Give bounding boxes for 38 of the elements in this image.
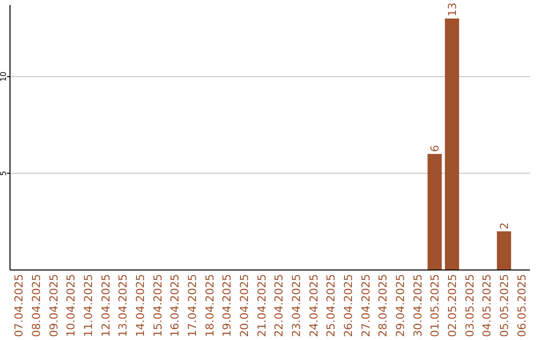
x-tick-label: 24.04.2025 bbox=[307, 274, 320, 337]
x-tick-label: 28.04.2025 bbox=[376, 274, 390, 337]
x-tick-label: 25.04.2025 bbox=[324, 274, 338, 337]
x-tick-label: 12.04.2025 bbox=[99, 274, 112, 337]
x-tick-label: 26.04.2025 bbox=[342, 274, 355, 337]
x-tick-label: 10.04.2025 bbox=[64, 274, 78, 337]
bar bbox=[496, 231, 512, 270]
x-tick-label: 02.05.2025 bbox=[446, 274, 459, 337]
x-tick-label: 07.04.2025 bbox=[12, 274, 26, 337]
bar bbox=[428, 154, 442, 270]
data-label: 2 bbox=[498, 222, 511, 230]
x-tick-label: 16.04.2025 bbox=[168, 274, 182, 337]
data-label: 6 bbox=[428, 144, 442, 152]
x-tick-label: 29.04.2025 bbox=[394, 274, 407, 337]
x-tick-label: 03.05.2025 bbox=[463, 274, 476, 337]
y-tick-label: 10 bbox=[0, 71, 8, 82]
x-tick-label: 30.04.2025 bbox=[411, 274, 424, 337]
x-tick-label: 06.05.2025 bbox=[515, 274, 528, 337]
y-tick-label: 5 bbox=[0, 170, 8, 176]
x-tick-label: 04.05.2025 bbox=[480, 274, 494, 337]
x-tick-label: 01.05.2025 bbox=[428, 274, 442, 337]
x-tick-label: 05.05.2025 bbox=[498, 274, 511, 337]
x-tick-label: 11.04.2025 bbox=[82, 274, 95, 337]
x-tick-label: 22.04.2025 bbox=[272, 274, 286, 337]
x-tick-label: 19.04.2025 bbox=[220, 274, 234, 337]
x-tick-label: 09.04.2025 bbox=[47, 274, 60, 337]
x-tick-label: 13.04.2025 bbox=[116, 274, 130, 337]
x-tick-label: 18.04.2025 bbox=[203, 274, 216, 337]
x-tick-label: 15.04.2025 bbox=[151, 274, 164, 337]
x-tick-label: 27.04.2025 bbox=[359, 274, 372, 337]
bar bbox=[444, 18, 460, 270]
x-tick-label: 21.04.2025 bbox=[255, 274, 268, 337]
x-tick-label: 23.04.2025 bbox=[290, 274, 303, 337]
x-tick-label: 17.04.2025 bbox=[186, 274, 199, 337]
data-label: 13 bbox=[446, 2, 459, 17]
x-tick-label: 20.04.2025 bbox=[238, 274, 251, 337]
x-tick-label: 14.04.2025 bbox=[134, 274, 147, 337]
x-tick-label: 08.04.2025 bbox=[30, 274, 43, 337]
